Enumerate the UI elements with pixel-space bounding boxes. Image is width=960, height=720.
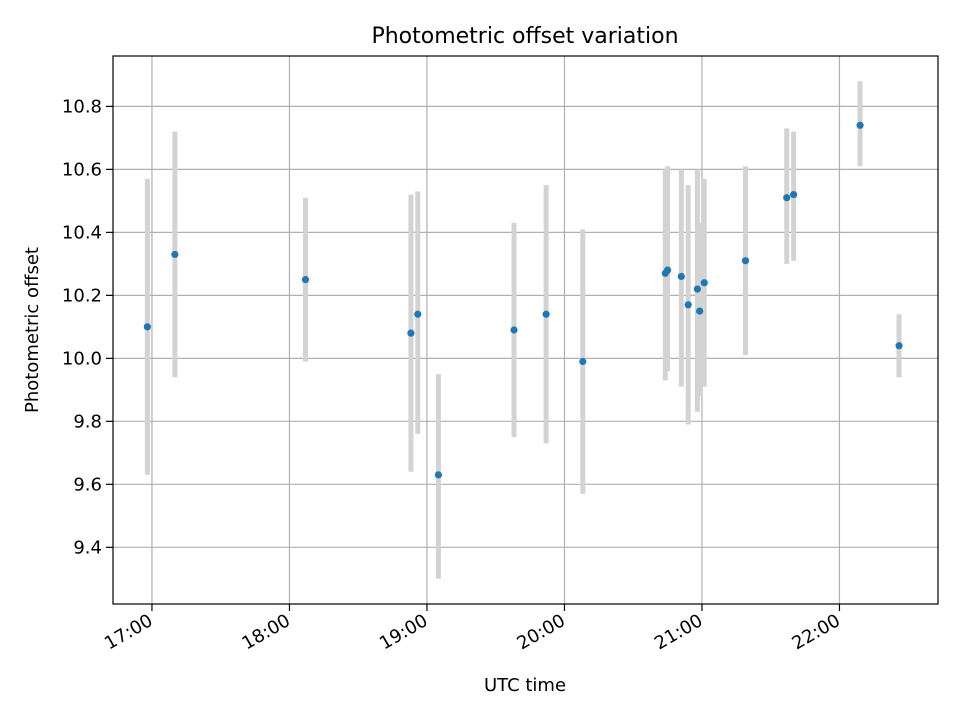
data-points bbox=[143, 121, 903, 479]
data-point bbox=[693, 285, 701, 293]
y-axis-label: Photometric offset bbox=[22, 247, 43, 413]
data-point bbox=[700, 279, 708, 287]
data-point bbox=[301, 276, 310, 284]
data-point bbox=[696, 307, 704, 315]
y-tick-label: 9.4 bbox=[73, 537, 102, 558]
data-point bbox=[143, 323, 151, 331]
data-point bbox=[171, 250, 179, 259]
data-point bbox=[414, 310, 422, 318]
data-point bbox=[542, 310, 550, 318]
grid bbox=[113, 56, 938, 604]
data-point bbox=[663, 266, 672, 274]
y-tick-label: 10.6 bbox=[62, 159, 102, 180]
y-tick-label: 10.2 bbox=[62, 285, 102, 306]
data-point bbox=[510, 326, 518, 334]
y-tick-label: 9.6 bbox=[73, 474, 102, 495]
data-point bbox=[684, 301, 692, 309]
data-point bbox=[895, 342, 903, 350]
y-tick-label: 10.4 bbox=[62, 222, 102, 243]
plot-frame bbox=[112, 55, 939, 605]
data-point bbox=[741, 257, 750, 265]
data-point bbox=[790, 190, 798, 199]
y-tick-label: 10.8 bbox=[62, 96, 102, 117]
data-point bbox=[783, 194, 791, 202]
data-point bbox=[856, 121, 864, 129]
x-axis-label: UTC time bbox=[484, 675, 566, 696]
y-tick-label: 10.0 bbox=[62, 348, 102, 369]
y-tick-label: 9.8 bbox=[73, 411, 102, 432]
data-point bbox=[434, 471, 443, 479]
y-axis-ticks: 9.4 9.6 9.8 10.0 10.2 10.4 10.6 10.8 bbox=[62, 96, 113, 558]
data-point bbox=[579, 357, 587, 366]
chart-title: Photometric offset variation bbox=[371, 24, 678, 49]
data-point bbox=[677, 272, 685, 281]
data-point bbox=[407, 329, 415, 337]
